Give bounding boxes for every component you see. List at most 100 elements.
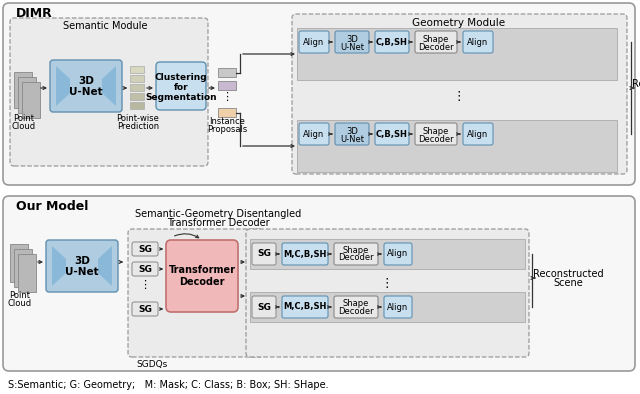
Text: Segmentation: Segmentation <box>145 93 217 102</box>
Text: C,B,SH: C,B,SH <box>376 37 408 46</box>
Text: C,B,SH: C,B,SH <box>376 130 408 139</box>
Text: S:Semantic; G: Geometry;   M: Mask; C: Class; B: Box; SH: SHape.: S:Semantic; G: Geometry; M: Mask; C: Cla… <box>8 380 328 390</box>
FancyBboxPatch shape <box>463 31 493 53</box>
FancyBboxPatch shape <box>252 296 276 318</box>
Text: 3D: 3D <box>78 76 94 86</box>
Text: 3D: 3D <box>346 126 358 136</box>
Bar <box>18 254 36 292</box>
Text: for: for <box>173 82 188 91</box>
Text: Transformer Decoder: Transformer Decoder <box>166 218 269 228</box>
FancyBboxPatch shape <box>334 243 378 265</box>
Text: ⋮: ⋮ <box>140 280 150 290</box>
Text: Semantic Module: Semantic Module <box>63 21 147 31</box>
Bar <box>14 72 32 108</box>
Text: SG: SG <box>138 305 152 314</box>
Text: Clustering: Clustering <box>155 72 207 82</box>
Text: Shape: Shape <box>423 126 449 136</box>
Bar <box>218 68 236 77</box>
Bar <box>22 82 40 118</box>
Text: Semantic-Geometry Disentangled: Semantic-Geometry Disentangled <box>135 209 301 219</box>
Text: ⋮: ⋮ <box>381 277 393 290</box>
FancyBboxPatch shape <box>335 31 369 53</box>
Bar <box>130 84 144 91</box>
FancyBboxPatch shape <box>132 262 158 276</box>
Text: Transformer: Transformer <box>168 265 236 275</box>
FancyBboxPatch shape <box>252 243 276 265</box>
Text: SG: SG <box>138 245 152 253</box>
Text: Instance: Instance <box>209 117 245 126</box>
FancyBboxPatch shape <box>282 296 328 318</box>
Bar <box>18 77 36 113</box>
Text: Align: Align <box>303 37 324 46</box>
FancyBboxPatch shape <box>3 196 635 371</box>
Polygon shape <box>52 246 66 286</box>
FancyBboxPatch shape <box>132 242 158 256</box>
Text: Shape: Shape <box>423 35 449 43</box>
FancyBboxPatch shape <box>3 3 635 185</box>
Text: Decoder: Decoder <box>418 43 454 52</box>
Bar <box>130 75 144 82</box>
Text: 3D: 3D <box>74 256 90 266</box>
Text: ⋮: ⋮ <box>221 92 232 102</box>
Bar <box>297 28 617 80</box>
Bar <box>297 120 617 172</box>
Bar <box>14 249 32 287</box>
FancyBboxPatch shape <box>384 243 412 265</box>
FancyBboxPatch shape <box>299 31 329 53</box>
FancyBboxPatch shape <box>50 60 122 112</box>
Text: M,C,B,SH: M,C,B,SH <box>284 249 326 258</box>
FancyBboxPatch shape <box>415 123 457 145</box>
Bar <box>130 93 144 100</box>
FancyBboxPatch shape <box>166 240 238 312</box>
Text: U-Net: U-Net <box>69 87 103 97</box>
Polygon shape <box>98 246 112 286</box>
Polygon shape <box>56 66 70 106</box>
Text: Reconstructed: Reconstructed <box>632 79 640 89</box>
Text: ⋮: ⋮ <box>452 89 465 102</box>
Text: Shape: Shape <box>343 245 369 255</box>
Text: SG: SG <box>138 264 152 273</box>
Bar <box>250 292 525 322</box>
FancyBboxPatch shape <box>128 229 263 357</box>
Bar <box>130 66 144 73</box>
FancyBboxPatch shape <box>384 296 412 318</box>
FancyBboxPatch shape <box>299 123 329 145</box>
Text: Prediction: Prediction <box>117 121 159 130</box>
Text: Proposals: Proposals <box>207 125 247 134</box>
Bar <box>10 244 28 282</box>
Text: SG: SG <box>257 303 271 312</box>
Bar <box>218 81 236 90</box>
Text: Point: Point <box>13 113 35 123</box>
FancyBboxPatch shape <box>335 123 369 145</box>
Bar <box>250 239 525 269</box>
Text: Reconstructed: Reconstructed <box>532 269 604 279</box>
FancyBboxPatch shape <box>375 123 409 145</box>
Text: Decoder: Decoder <box>418 134 454 143</box>
FancyBboxPatch shape <box>246 229 529 357</box>
Text: Align: Align <box>303 130 324 139</box>
Text: Align: Align <box>387 249 408 258</box>
FancyBboxPatch shape <box>334 296 378 318</box>
Text: Point: Point <box>10 290 31 299</box>
Text: DIMR: DIMR <box>16 6 52 19</box>
Text: SG: SG <box>257 249 271 258</box>
Text: U-Net: U-Net <box>340 43 364 52</box>
Text: U-Net: U-Net <box>340 134 364 143</box>
FancyBboxPatch shape <box>46 240 118 292</box>
Text: Align: Align <box>467 130 488 139</box>
Text: SGDQs: SGDQs <box>136 361 167 370</box>
Text: Shape: Shape <box>343 299 369 307</box>
FancyBboxPatch shape <box>415 31 457 53</box>
Text: Align: Align <box>387 303 408 312</box>
Text: Geometry Module: Geometry Module <box>412 18 506 28</box>
Bar <box>130 102 144 109</box>
FancyBboxPatch shape <box>282 243 328 265</box>
Text: M,C,B,SH: M,C,B,SH <box>284 303 326 312</box>
FancyBboxPatch shape <box>156 62 206 110</box>
Text: Cloud: Cloud <box>12 121 36 130</box>
Polygon shape <box>102 66 116 106</box>
Text: Decoder: Decoder <box>338 307 374 316</box>
Text: Cloud: Cloud <box>8 299 32 307</box>
FancyBboxPatch shape <box>375 31 409 53</box>
FancyBboxPatch shape <box>132 302 158 316</box>
